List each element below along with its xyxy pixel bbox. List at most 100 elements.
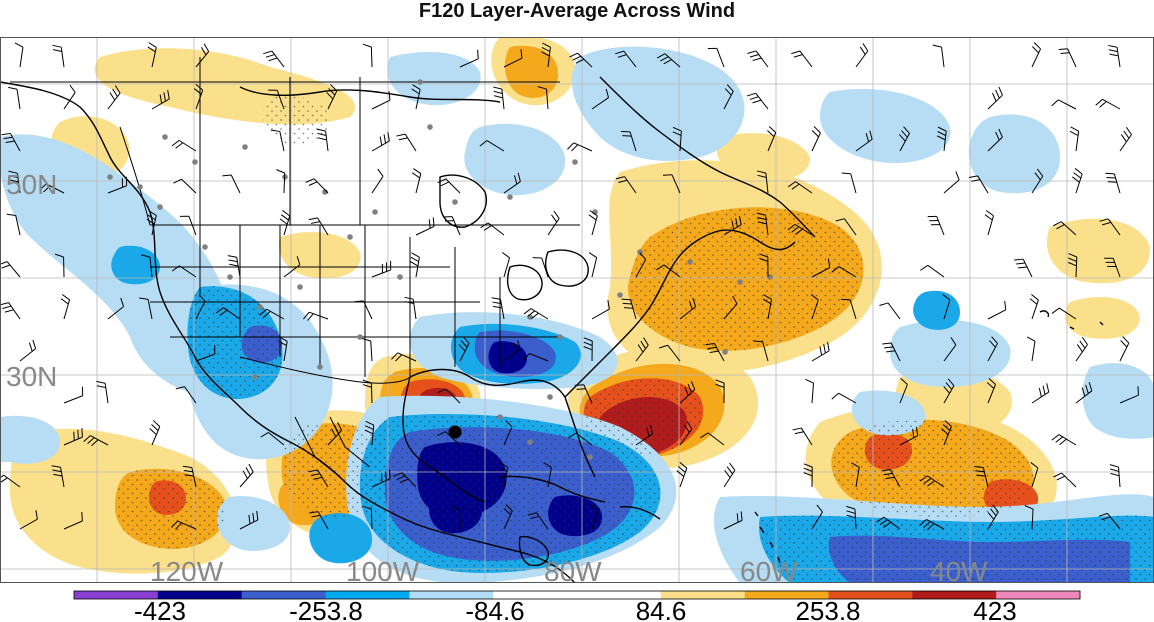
wind-barb: [1109, 464, 1121, 488]
wind-barb: [679, 421, 693, 446]
stipple-layer: [115, 95, 1154, 583]
colorbar-label-6: 423: [973, 596, 1016, 622]
wind-barb: [705, 342, 725, 362]
wind-barb: [361, 338, 373, 362]
wind-barb: [303, 311, 329, 321]
station-dots: [107, 79, 773, 460]
wind-barb: [968, 175, 989, 194]
wind-barb: [787, 223, 813, 236]
wind-barb: [932, 44, 945, 68]
wind-barb: [270, 129, 285, 152]
wind-barb: [437, 431, 461, 446]
wind-barb: [941, 420, 952, 446]
wind-barb: [831, 392, 857, 404]
wind-barb: [141, 254, 153, 278]
wind-barb: [792, 427, 813, 446]
wind-barb: [658, 344, 681, 362]
wind-barb: [260, 432, 285, 446]
wind-barb: [151, 89, 170, 110]
lon-label-40w: 40W: [930, 556, 988, 583]
wind-barb: [523, 353, 549, 362]
wind-barb: [1105, 172, 1121, 194]
wind-barb: [0, 302, 21, 320]
wind-barb: [803, 463, 813, 488]
wind-barb: [568, 432, 593, 446]
wind-barb: [1, 132, 21, 152]
wind-barb: [747, 92, 769, 110]
wind-barb: [411, 84, 421, 110]
wind-barb: [1029, 294, 1039, 320]
wind-barb: [173, 178, 197, 194]
wind-barb: [835, 218, 857, 236]
wind-barb: [753, 340, 769, 362]
wind-barb: [569, 52, 593, 68]
wind-barb: [327, 422, 343, 446]
wind-barb: [263, 50, 285, 68]
wind-barb: [39, 183, 65, 194]
wind-barb: [987, 300, 1007, 320]
wind-barb-layer: [0, 42, 1139, 531]
wind-barb: [371, 132, 390, 152]
wind-barb: [723, 84, 734, 110]
wind-barb: [268, 89, 285, 110]
wind-barb: [1024, 505, 1034, 530]
wind-barb: [147, 42, 157, 68]
wind-barb: [362, 505, 373, 530]
wind-barb: [371, 91, 391, 110]
colorbar-swatch: [157, 591, 243, 599]
wind-barb: [283, 256, 301, 278]
wind-barb: [919, 475, 945, 488]
colorbar-swatch: [74, 591, 159, 599]
wind-barb: [450, 505, 461, 530]
wind-barb: [635, 252, 647, 278]
wind-barb: [881, 469, 901, 488]
wind-barb: [409, 252, 420, 278]
wind-barb: [195, 345, 216, 362]
wind-barb: [942, 294, 951, 320]
colorbar-label-1: -423: [134, 596, 186, 622]
colorbar-label-2: -253.8: [289, 596, 363, 622]
colorbar-swatch: [409, 591, 494, 599]
wind-barb: [239, 463, 254, 488]
wind-barb: [747, 50, 769, 68]
wind-barb: [195, 294, 206, 320]
storm-center-marker: [448, 425, 462, 439]
political-border-layer: [10, 57, 580, 478]
wind-barb: [1051, 99, 1077, 110]
wind-barb: [1026, 336, 1036, 362]
wind-barb: [762, 294, 773, 320]
wind-barb: [1051, 307, 1077, 320]
wind-barb: [107, 85, 121, 110]
wind-barb: [1072, 168, 1083, 194]
wind-barb: [523, 308, 549, 320]
colorbar-swatches: [74, 591, 1081, 599]
wind-barb: [876, 516, 901, 530]
wind-barb: [502, 252, 511, 278]
wind-barb: [239, 510, 259, 530]
wind-barb: [443, 216, 461, 236]
wind-barb: [920, 264, 945, 278]
wind-barb: [149, 420, 161, 446]
wind-barb: [810, 294, 819, 320]
wind-barb: [1108, 44, 1121, 68]
wind-barb: [326, 84, 338, 110]
wind-barb: [756, 212, 769, 236]
wind-barb: [362, 379, 373, 404]
wind-barb: [354, 300, 373, 320]
wind-barb: [195, 43, 210, 68]
wind-barb: [919, 519, 945, 531]
wind-barb: [139, 297, 153, 320]
wind-barb: [974, 466, 989, 488]
wind-barb: [621, 298, 637, 320]
colorbar-swatch: [912, 591, 997, 599]
wind-barb: [757, 170, 769, 194]
wind-barb: [503, 340, 521, 362]
wind-barb: [1095, 98, 1121, 110]
wind-barb: [943, 171, 960, 194]
wind-barb: [1058, 48, 1077, 68]
wind-barb: [898, 126, 910, 152]
wind-barb: [179, 215, 197, 236]
wind-barb: [615, 176, 637, 194]
wind-barb: [52, 44, 65, 68]
wind-barb: [984, 210, 994, 236]
